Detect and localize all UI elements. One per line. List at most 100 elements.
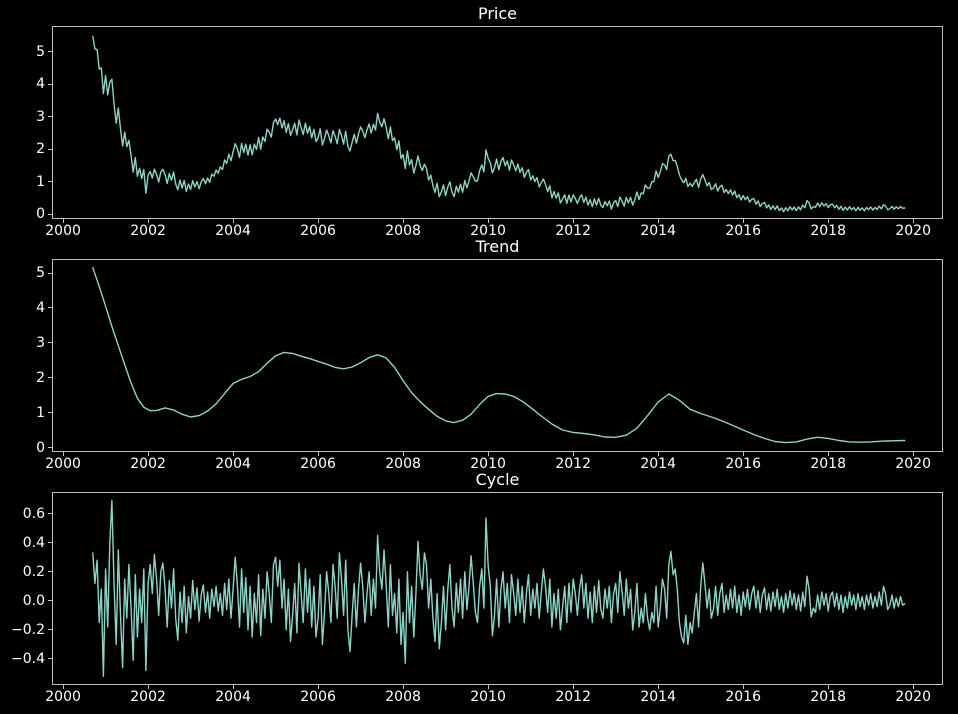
x-tick-mark: [147, 452, 149, 456]
x-tick-mark: [657, 685, 659, 689]
x-tick-mark: [572, 452, 574, 456]
x-tick-label: 2008: [385, 456, 421, 472]
y-tick-mark: [48, 629, 52, 631]
y-tick-mark: [48, 116, 52, 118]
x-tick-label: 2006: [300, 456, 336, 472]
trend-plot-area: [52, 259, 943, 452]
y-tick-label: 1: [36, 173, 45, 190]
x-tick-mark: [62, 685, 64, 689]
x-tick-mark: [232, 219, 234, 223]
x-tick-mark: [487, 452, 489, 456]
x-tick-label: 2014: [640, 689, 676, 705]
x-tick-label: 2020: [895, 456, 931, 472]
y-tick-mark: [48, 377, 52, 379]
y-tick-label: 0: [36, 439, 45, 456]
price-plot-area: [52, 26, 943, 219]
x-tick-mark: [572, 219, 574, 223]
x-tick-label: 2010: [470, 223, 506, 239]
y-tick-mark: [48, 213, 52, 215]
y-tick-label: 2: [36, 141, 45, 158]
x-tick-label: 2016: [725, 456, 761, 472]
x-tick-label: 2014: [640, 456, 676, 472]
y-tick-mark: [48, 51, 52, 53]
y-tick-label: 1: [36, 404, 45, 421]
x-tick-mark: [402, 452, 404, 456]
x-tick-label: 2002: [130, 223, 166, 239]
x-tick-label: 2010: [470, 456, 506, 472]
x-tick-label: 2012: [555, 223, 591, 239]
x-tick-label: 2002: [130, 689, 166, 705]
y-tick-mark: [48, 342, 52, 344]
x-tick-label: 2018: [810, 223, 846, 239]
x-tick-mark: [912, 219, 914, 223]
x-tick-mark: [742, 685, 744, 689]
price-title: Price: [477, 4, 518, 23]
y-tick-label: 0.0: [22, 592, 45, 609]
x-tick-label: 2004: [215, 223, 251, 239]
x-tick-mark: [317, 685, 319, 689]
x-tick-mark: [147, 685, 149, 689]
trend-title: Trend: [475, 237, 520, 256]
y-tick-label: 4: [36, 76, 45, 93]
x-tick-mark: [487, 219, 489, 223]
x-tick-label: 2018: [810, 456, 846, 472]
x-tick-label: 2014: [640, 223, 676, 239]
cycle-title: Cycle: [475, 470, 520, 489]
x-tick-mark: [742, 452, 744, 456]
x-tick-label: 2000: [45, 689, 81, 705]
cycle-plot-area: [52, 492, 943, 685]
x-tick-label: 2000: [45, 456, 81, 472]
x-tick-label: 2012: [555, 456, 591, 472]
y-tick-label: 3: [36, 334, 45, 351]
price-axes-frame: [52, 26, 943, 219]
x-tick-mark: [147, 219, 149, 223]
x-tick-mark: [232, 452, 234, 456]
y-tick-mark: [48, 542, 52, 544]
y-tick-label: 0: [36, 206, 45, 223]
x-tick-label: 2010: [470, 689, 506, 705]
x-tick-label: 2002: [130, 456, 166, 472]
x-tick-label: 2000: [45, 223, 81, 239]
y-tick-mark: [48, 307, 52, 309]
x-tick-mark: [912, 685, 914, 689]
x-tick-label: 2016: [725, 223, 761, 239]
x-tick-mark: [317, 452, 319, 456]
x-tick-mark: [912, 452, 914, 456]
x-tick-mark: [62, 219, 64, 223]
x-tick-mark: [742, 219, 744, 223]
x-tick-mark: [487, 685, 489, 689]
y-tick-mark: [48, 447, 52, 449]
y-tick-label: 3: [36, 108, 45, 125]
cycle-axes-frame: [52, 492, 943, 685]
y-tick-mark: [48, 83, 52, 85]
x-tick-label: 2018: [810, 689, 846, 705]
y-tick-label: 0.6: [22, 505, 45, 522]
y-tick-label: −0.4: [11, 650, 45, 667]
y-tick-mark: [48, 181, 52, 183]
x-tick-label: 2016: [725, 689, 761, 705]
x-tick-mark: [402, 219, 404, 223]
x-tick-mark: [232, 685, 234, 689]
y-tick-label: −0.2: [11, 621, 45, 638]
trend-axes-frame: [52, 259, 943, 452]
y-tick-label: 4: [36, 299, 45, 316]
x-tick-label: 2008: [385, 223, 421, 239]
x-tick-label: 2006: [300, 689, 336, 705]
x-tick-label: 2020: [895, 223, 931, 239]
y-tick-mark: [48, 272, 52, 274]
x-tick-mark: [572, 685, 574, 689]
cycle-line: [92, 499, 906, 678]
y-tick-label: 0.2: [22, 563, 45, 580]
x-tick-label: 2008: [385, 689, 421, 705]
x-tick-mark: [317, 219, 319, 223]
x-tick-mark: [657, 219, 659, 223]
x-tick-mark: [827, 452, 829, 456]
y-tick-mark: [48, 513, 52, 515]
y-tick-label: 5: [36, 265, 45, 281]
y-tick-mark: [48, 412, 52, 414]
y-tick-mark: [48, 658, 52, 660]
y-tick-mark: [48, 600, 52, 602]
trend-line: [92, 266, 906, 444]
x-tick-label: 2006: [300, 223, 336, 239]
